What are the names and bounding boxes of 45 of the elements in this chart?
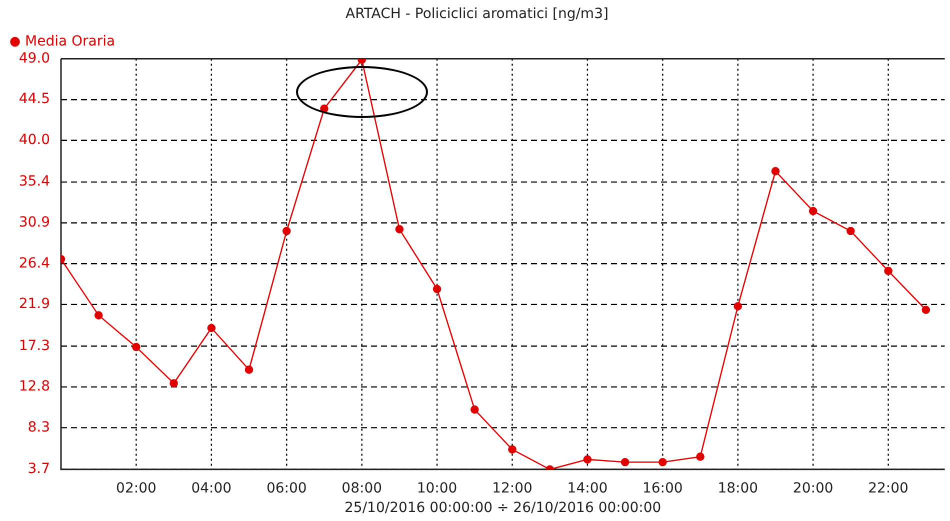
point xyxy=(244,366,254,374)
x-tick-label: 10:00 xyxy=(416,480,458,496)
x-tick-label: 02:00 xyxy=(116,480,156,496)
point xyxy=(207,324,216,332)
point xyxy=(884,266,892,276)
point xyxy=(395,225,404,234)
y-tick-label: 12.8 xyxy=(18,378,50,395)
y-tick-label: 26.4 xyxy=(18,255,50,272)
point xyxy=(696,452,704,461)
point xyxy=(658,458,667,466)
x-tick-label: 06:00 xyxy=(266,480,307,496)
y-tick-label: 17.3 xyxy=(18,338,50,354)
point xyxy=(583,455,592,464)
point xyxy=(132,342,140,352)
x-tick-label: 12:00 xyxy=(492,480,532,496)
point xyxy=(808,206,818,216)
x-tick-label: 08:00 xyxy=(342,480,382,496)
point xyxy=(470,405,479,414)
x-tick-label: 18:00 xyxy=(718,480,758,496)
y-tick-label: 40.0 xyxy=(18,132,50,148)
x-tick-label: 16:00 xyxy=(642,480,683,496)
point xyxy=(846,226,855,236)
x-tick-label: 22:00 xyxy=(868,480,908,496)
y-tick-label: 3.7 xyxy=(28,461,50,478)
point xyxy=(432,284,442,294)
x-tick-label: 04:00 xyxy=(191,480,232,496)
point xyxy=(282,226,291,236)
point xyxy=(620,458,630,466)
point xyxy=(94,311,103,320)
y-tick-label: 44.5 xyxy=(18,91,50,108)
x-tick-label: 14:00 xyxy=(567,480,608,496)
chart-title: ARTACH - Policiclici aromatici [ng/m3] xyxy=(346,6,608,22)
point xyxy=(771,167,780,176)
point xyxy=(170,379,178,388)
y-tick-label: 30.9 xyxy=(18,214,50,230)
point xyxy=(922,306,930,314)
legend-label: Media Oraria xyxy=(25,33,116,50)
point xyxy=(508,445,516,454)
y-tick-label: 49.0 xyxy=(18,50,50,66)
y-tick-label: 21.9 xyxy=(18,296,50,312)
x-axis-title: 25/10/2016 00:00:00 ÷ 26/10/2016 00:00:00 xyxy=(344,500,662,516)
point xyxy=(734,302,742,310)
y-tick-label: 35.4 xyxy=(18,174,50,190)
y-tick-label: 8.3 xyxy=(28,419,50,436)
x-tick-label: 20:00 xyxy=(792,480,834,496)
